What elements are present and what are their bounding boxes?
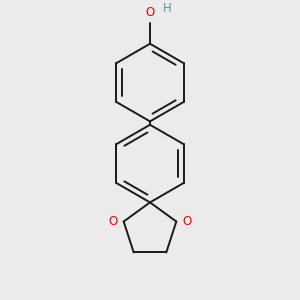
Text: H: H — [163, 2, 172, 15]
Text: O: O — [108, 215, 118, 228]
Text: O: O — [182, 215, 192, 228]
Text: O: O — [146, 6, 154, 20]
